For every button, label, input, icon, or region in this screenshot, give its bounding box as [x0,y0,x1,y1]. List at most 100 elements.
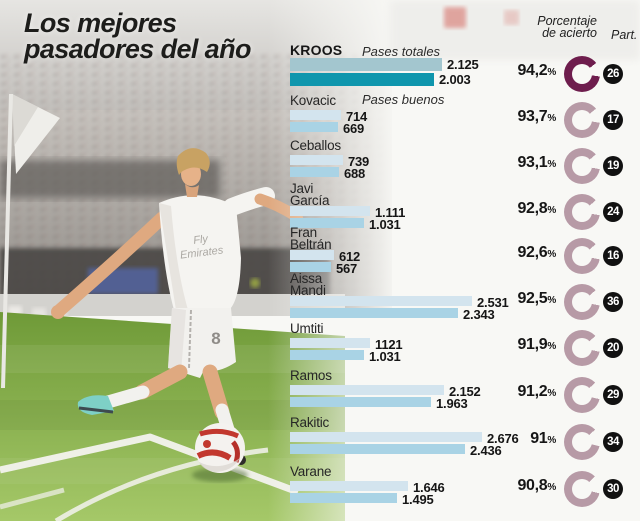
bar-pases-totales [290,206,370,216]
legend-pases-totales: Pases totales [362,44,441,59]
accuracy-percent: 91,9% [517,336,556,353]
accuracy-percent: 92,6% [517,244,556,261]
player-row: Varane 1.646 1.495 [288,464,640,513]
player-row: Aissa Mandi 2.531 2.343 [288,271,640,322]
legend-pases-buenos: Pases buenos [362,92,445,107]
pitch [0,312,345,521]
matches-badge: 20 [603,338,623,358]
player-name: Umtiti [290,321,324,336]
shorts-number: 8 [211,329,220,348]
player-photo: Fly Emirates 8 [51,148,303,465]
value-pases-buenos: 1.031 [369,349,401,364]
bar-pases-totales [290,385,444,395]
corner-flag [1,93,60,389]
player-arm-left [53,211,169,317]
matches-badge: 26 [603,64,623,84]
value-pases-totales: 1.111 [375,205,406,220]
matches-badge: 17 [603,110,623,130]
bar-pases-buenos [290,350,364,360]
bar-pases-totales [290,155,343,165]
title-line1: Los mejores [24,8,177,38]
accuracy-percent: 92,5% [517,290,556,307]
bar-pases-totales [290,58,442,71]
bar-pases-totales [290,338,370,348]
accuracy-percent: 91% [530,430,556,447]
accuracy-percent: 93,1% [517,154,556,171]
matches-badge: 24 [603,202,623,222]
value-pases-totales: 739 [348,154,370,169]
bar-pases-totales [290,296,472,306]
ball-illustration [192,423,248,482]
value-pases-buenos: 669 [343,121,365,136]
bar-pases-buenos [290,73,434,86]
column-header-part: Part. [611,28,638,42]
value-pases-buenos: 688 [344,166,366,181]
player-row: Umtiti 1121 1.031 [288,321,640,370]
value-pases-totales: 714 [346,109,368,124]
accuracy-percent: 91,2% [517,383,556,400]
bar-pases-totales [290,110,341,120]
jersey-sponsor-line1: Fly [193,233,211,247]
value-pases-totales: 2.531 [477,295,509,310]
accuracy-percent: 90,8% [517,477,556,494]
value-pases-totales: 612 [339,249,361,264]
matches-badge: 19 [603,156,623,176]
bar-pases-buenos [290,493,397,503]
matches-badge: 16 [603,246,623,266]
bar-pases-buenos [290,218,364,228]
player-row: Kovacic 714 669 [288,93,640,142]
player-name: Ramos [290,368,332,383]
matches-badge: 34 [603,432,623,452]
bar-pases-buenos [290,444,465,454]
player-name: Fran Beltrán [290,225,332,252]
matches-badge: 36 [603,292,623,312]
value-pases-totales: 1.646 [413,480,445,495]
accuracy-donut [564,102,600,138]
player-row: Ramos 2.152 1.963 [288,368,640,417]
player-row: Javi García 1.111 1.031 [288,181,640,232]
title-line2: pasadores del año [24,34,251,64]
value-pases-totales: 1121 [375,337,403,352]
page-title: Los mejores pasadores del año [24,8,251,64]
bar-pases-buenos [290,262,331,272]
player-name: Varane [290,464,332,479]
accuracy-donut [564,377,600,413]
value-pases-totales: 2.152 [449,384,481,399]
accuracy-donut [564,56,600,92]
player-name: Aissa Mandi [290,271,326,298]
matches-badge: 29 [603,385,623,405]
accuracy-donut [564,471,600,507]
player-row: KROOS 2.125 2.003 [288,42,640,92]
bar-pases-buenos [290,308,458,318]
matches-badge: 30 [603,479,623,499]
accuracy-donut [564,238,600,274]
bar-pases-totales [290,481,408,491]
accuracy-donut [564,424,600,460]
player-row: Fran Beltrán 612 567 [288,225,640,276]
value-pases-buenos: 1.031 [369,217,401,232]
player-name: Ceballos [290,138,341,153]
player-row: Rakitic 2.676 2.436 [288,416,640,464]
scoreboard-red-blob [444,7,466,28]
jersey-sponsor-line2: Emirates [179,244,224,261]
player-hair [176,148,210,175]
player-row: Ceballos 739 688 [288,138,640,187]
accuracy-donut [564,148,600,184]
value-pases-buenos: 2.343 [463,307,495,322]
value-pases-buenos: 2.003 [439,72,471,87]
value-pases-buenos: 1.963 [436,396,468,411]
player-name: Javi García [290,181,330,208]
player-shorts [168,308,236,378]
accuracy-donut [564,330,600,366]
bar-pases-totales [290,432,482,442]
value-pases-totales: 2.125 [447,57,479,72]
player-name: KROOS [290,42,343,58]
bar-pases-buenos [290,167,339,177]
bar-pases-buenos [290,122,338,132]
bar-pases-totales [290,250,334,260]
value-pases-buenos: 1.495 [402,492,434,507]
player-name: Kovacic [290,93,336,108]
